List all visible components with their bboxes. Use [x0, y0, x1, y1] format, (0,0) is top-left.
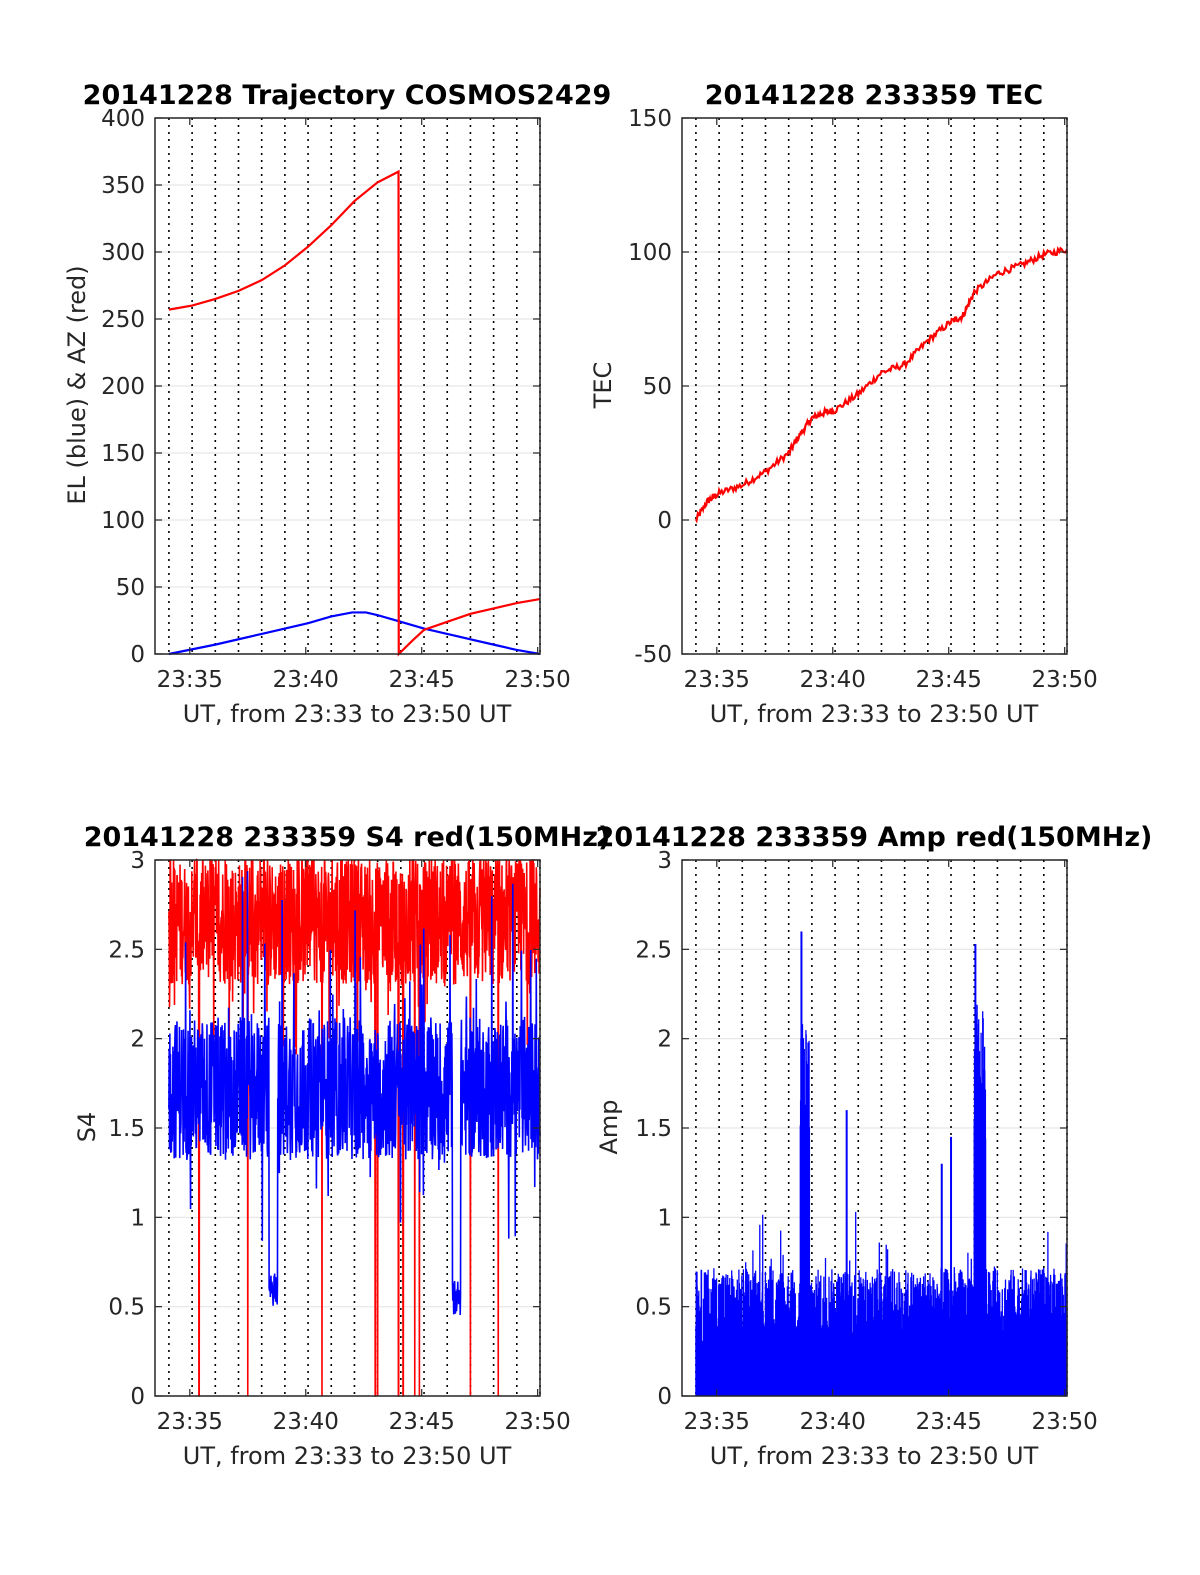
series-line [168, 611, 541, 656]
y-axis-label: TEC [589, 362, 617, 410]
y-tick-label: 150 [628, 106, 672, 132]
x-tick-label: 23:50 [505, 667, 571, 693]
x-tick-label: 23:50 [505, 1409, 571, 1435]
x-tick-label: 23:50 [1032, 1409, 1098, 1435]
y-tick-label: 100 [101, 508, 145, 534]
y-tick-label: 50 [116, 575, 145, 601]
x-tick-label: 23:50 [1032, 667, 1098, 693]
y-tick-label: 1.5 [635, 1116, 672, 1142]
x-tick-label: 23:45 [916, 1409, 982, 1435]
y-tick-label: 1.5 [108, 1116, 145, 1142]
y-tick-label: 0 [657, 1384, 672, 1410]
x-axis-label: UT, from 23:33 to 23:50 UT [183, 700, 512, 728]
x-axis-label: UT, from 23:33 to 23:50 UT [710, 700, 1039, 728]
x-tick-label: 23:40 [800, 667, 866, 693]
y-tick-label: 3 [657, 848, 672, 874]
x-tick-label: 23:35 [157, 667, 223, 693]
y-tick-label: 0 [130, 1384, 145, 1410]
y-tick-label: 2 [130, 1027, 145, 1053]
y-tick-label: 1 [130, 1205, 145, 1231]
y-tick-label: 0 [657, 508, 672, 534]
y-tick-label: 2.5 [108, 937, 145, 963]
chart-title: 20141228 233359 Amp red(150MHz) [596, 822, 1153, 853]
y-tick-label: 250 [101, 307, 145, 333]
tick-labels: 0 0.5 1 1.5 2 2.5 3 23:35 23:40 23:45 23:50 [108, 848, 570, 1435]
plot-marks [681, 117, 1069, 655]
series-line [168, 169, 541, 657]
x-tick-label: 23:45 [916, 667, 982, 693]
y-tick-label: 2.5 [635, 937, 672, 963]
x-tick-label: 23:35 [684, 667, 750, 693]
plot-marks [681, 859, 1068, 1397]
series-line [168, 871, 541, 1316]
x-tick-label: 23:35 [157, 1409, 223, 1435]
tick-labels: 0 0.5 1 1.5 2 2.5 3 23:35 23:40 23:45 23:50 [635, 848, 1097, 1435]
chart-title: 20141228 233359 S4 red(150MHz) [84, 822, 611, 853]
y-tick-label: 400 [101, 106, 145, 132]
series-line [694, 245, 1069, 524]
y-axis-label: Amp [595, 1099, 623, 1154]
y-axis-label: EL (blue) & AZ (red) [63, 265, 91, 504]
panel-trajectory: 20141228 Trajectory COSMOS2429 UT, from … [63, 80, 611, 728]
plot-marks [154, 117, 541, 657]
y-tick-label: 350 [101, 173, 145, 199]
x-tick-label: 23:40 [800, 1409, 866, 1435]
y-tick-label: -50 [634, 642, 672, 668]
x-axis-label: UT, from 23:33 to 23:50 UT [183, 1442, 512, 1470]
panel-s4: 20141228 233359 S4 red(150MHz) UT, from … [73, 822, 610, 1470]
tick-labels: -50 0 50 100 150 23:35 23:40 23:45 23:50 [628, 106, 1098, 693]
y-tick-label: 0 [130, 642, 145, 668]
plot-marks [154, 858, 541, 1397]
y-tick-label: 0.5 [108, 1295, 145, 1321]
series-spikes [695, 1003, 1068, 1396]
y-tick-label: 50 [643, 374, 672, 400]
x-tick-label: 23:40 [273, 667, 339, 693]
y-tick-label: 100 [628, 240, 672, 266]
panel-amp: 20141228 233359 Amp red(150MHz) UT, from… [595, 822, 1152, 1470]
panel-tec: 20141228 233359 TEC UT, from 23:33 to 23… [589, 80, 1098, 728]
y-axis-label: S4 [73, 1112, 101, 1143]
chart-title: 20141228 233359 TEC [705, 80, 1044, 111]
chart-title: 20141228 Trajectory COSMOS2429 [83, 80, 612, 111]
tick-labels: 0 50 100 150 200 250 300 350 400 23:35 23:40 23:45 2… [101, 106, 571, 693]
x-axis-label: UT, from 23:33 to 23:50 UT [710, 1442, 1039, 1470]
y-tick-label: 2 [657, 1027, 672, 1053]
y-tick-label: 0.5 [635, 1295, 672, 1321]
y-tick-label: 3 [130, 848, 145, 874]
x-tick-label: 23:45 [389, 667, 455, 693]
y-tick-label: 300 [101, 240, 145, 266]
y-tick-label: 200 [101, 374, 145, 400]
y-tick-label: 150 [101, 441, 145, 467]
x-tick-label: 23:40 [273, 1409, 339, 1435]
x-tick-label: 23:35 [684, 1409, 750, 1435]
x-tick-label: 23:45 [389, 1409, 455, 1435]
y-tick-label: 1 [657, 1205, 672, 1231]
